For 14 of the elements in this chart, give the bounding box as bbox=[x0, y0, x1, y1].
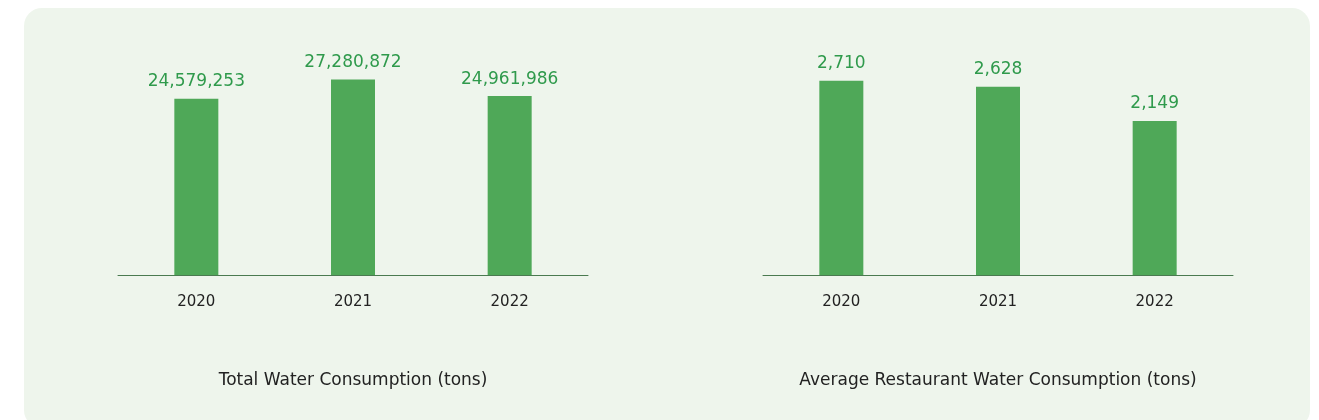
x-tick-label: 2020 bbox=[822, 291, 861, 310]
data-label: 2,628 bbox=[973, 58, 1023, 79]
data-label: 24,961,986 bbox=[460, 67, 559, 88]
x-tick-label: 2022 bbox=[1135, 291, 1174, 310]
x-tick-label: 2020 bbox=[177, 291, 216, 310]
data-label: 2,149 bbox=[1130, 92, 1179, 113]
x-tick-label: 2021 bbox=[978, 291, 1018, 310]
x-tick-label: 2022 bbox=[490, 291, 529, 310]
x-tick-label: 2021 bbox=[333, 291, 373, 310]
data-label: 24,579,253 bbox=[147, 70, 246, 91]
data-label: 2,710 bbox=[817, 52, 866, 73]
text: Average Restaurant Water Consumption (tons) bbox=[799, 368, 1197, 389]
data-label: 27,280,872 bbox=[304, 50, 402, 71]
text: Total Water Consumption (tons) bbox=[217, 368, 488, 389]
